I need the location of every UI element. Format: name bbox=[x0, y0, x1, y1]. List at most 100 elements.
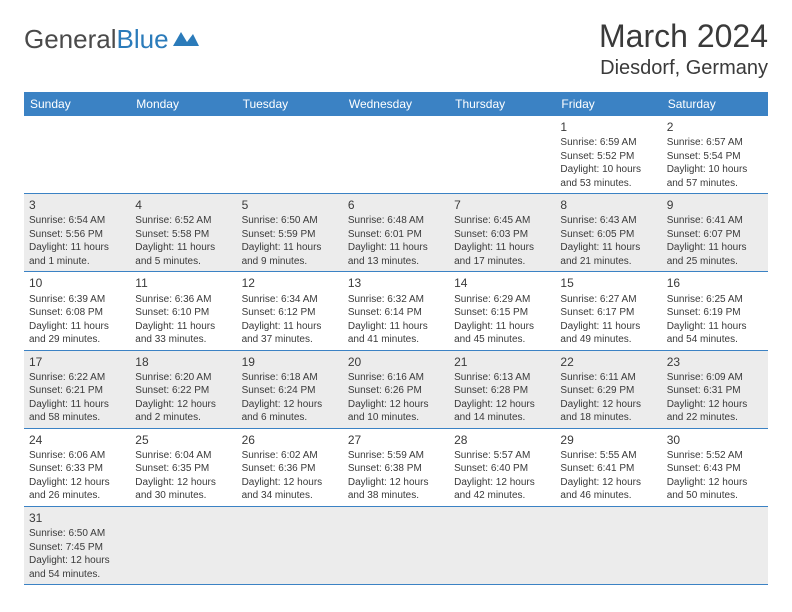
day-d1: Daylight: 12 hours bbox=[454, 476, 550, 490]
day-d2: and 5 minutes. bbox=[135, 255, 231, 269]
day-number: 25 bbox=[135, 432, 231, 448]
day-cell: 28Sunrise: 5:57 AMSunset: 6:40 PMDayligh… bbox=[449, 429, 555, 506]
day-number: 10 bbox=[29, 275, 125, 291]
day-sr: Sunrise: 6:36 AM bbox=[135, 293, 231, 307]
day-number: 9 bbox=[667, 197, 763, 213]
day-d2: and 21 minutes. bbox=[560, 255, 656, 269]
day-cell: 21Sunrise: 6:13 AMSunset: 6:28 PMDayligh… bbox=[449, 351, 555, 428]
day-sr: Sunrise: 6:50 AM bbox=[29, 527, 125, 541]
day-header-fri: Friday bbox=[555, 92, 661, 116]
day-cell: 25Sunrise: 6:04 AMSunset: 6:35 PMDayligh… bbox=[130, 429, 236, 506]
day-ss: Sunset: 6:31 PM bbox=[667, 384, 763, 398]
day-ss: Sunset: 5:58 PM bbox=[135, 228, 231, 242]
day-d2: and 54 minutes. bbox=[667, 333, 763, 347]
day-d2: and 53 minutes. bbox=[560, 177, 656, 191]
day-d1: Daylight: 12 hours bbox=[29, 476, 125, 490]
day-ss: Sunset: 6:19 PM bbox=[667, 306, 763, 320]
weeks-container: 1Sunrise: 6:59 AMSunset: 5:52 PMDaylight… bbox=[24, 116, 768, 585]
day-d1: Daylight: 12 hours bbox=[135, 398, 231, 412]
day-number: 7 bbox=[454, 197, 550, 213]
day-number: 20 bbox=[348, 354, 444, 370]
day-cell: 27Sunrise: 5:59 AMSunset: 6:38 PMDayligh… bbox=[343, 429, 449, 506]
day-ss: Sunset: 6:10 PM bbox=[135, 306, 231, 320]
day-d2: and 2 minutes. bbox=[135, 411, 231, 425]
day-sr: Sunrise: 6:59 AM bbox=[560, 136, 656, 150]
day-cell: 11Sunrise: 6:36 AMSunset: 6:10 PMDayligh… bbox=[130, 272, 236, 349]
day-d2: and 37 minutes. bbox=[242, 333, 338, 347]
day-ss: Sunset: 6:36 PM bbox=[242, 462, 338, 476]
day-cell bbox=[130, 507, 236, 584]
day-cell: 3Sunrise: 6:54 AMSunset: 5:56 PMDaylight… bbox=[24, 194, 130, 271]
day-d1: Daylight: 11 hours bbox=[348, 320, 444, 334]
day-number: 31 bbox=[29, 510, 125, 526]
day-cell: 16Sunrise: 6:25 AMSunset: 6:19 PMDayligh… bbox=[662, 272, 768, 349]
day-d2: and 18 minutes. bbox=[560, 411, 656, 425]
day-d1: Daylight: 11 hours bbox=[454, 241, 550, 255]
day-number: 13 bbox=[348, 275, 444, 291]
day-cell bbox=[555, 507, 661, 584]
day-cell: 9Sunrise: 6:41 AMSunset: 6:07 PMDaylight… bbox=[662, 194, 768, 271]
day-number: 8 bbox=[560, 197, 656, 213]
day-d1: Daylight: 12 hours bbox=[135, 476, 231, 490]
day-cell: 10Sunrise: 6:39 AMSunset: 6:08 PMDayligh… bbox=[24, 272, 130, 349]
day-ss: Sunset: 6:12 PM bbox=[242, 306, 338, 320]
day-cell: 17Sunrise: 6:22 AMSunset: 6:21 PMDayligh… bbox=[24, 351, 130, 428]
day-d1: Daylight: 11 hours bbox=[29, 320, 125, 334]
week-row: 3Sunrise: 6:54 AMSunset: 5:56 PMDaylight… bbox=[24, 194, 768, 272]
day-cell: 14Sunrise: 6:29 AMSunset: 6:15 PMDayligh… bbox=[449, 272, 555, 349]
day-number: 2 bbox=[667, 119, 763, 135]
day-sr: Sunrise: 6:02 AM bbox=[242, 449, 338, 463]
day-d1: Daylight: 12 hours bbox=[667, 476, 763, 490]
day-sr: Sunrise: 6:57 AM bbox=[667, 136, 763, 150]
day-ss: Sunset: 6:41 PM bbox=[560, 462, 656, 476]
day-sr: Sunrise: 6:06 AM bbox=[29, 449, 125, 463]
day-d2: and 58 minutes. bbox=[29, 411, 125, 425]
day-cell: 8Sunrise: 6:43 AMSunset: 6:05 PMDaylight… bbox=[555, 194, 661, 271]
day-d2: and 22 minutes. bbox=[667, 411, 763, 425]
day-ss: Sunset: 6:15 PM bbox=[454, 306, 550, 320]
logo: GeneralBlue bbox=[24, 24, 199, 55]
day-ss: Sunset: 7:45 PM bbox=[29, 541, 125, 555]
day-d1: Daylight: 11 hours bbox=[348, 241, 444, 255]
day-d1: Daylight: 10 hours bbox=[560, 163, 656, 177]
day-d1: Daylight: 11 hours bbox=[242, 320, 338, 334]
day-sr: Sunrise: 5:52 AM bbox=[667, 449, 763, 463]
day-cell: 22Sunrise: 6:11 AMSunset: 6:29 PMDayligh… bbox=[555, 351, 661, 428]
day-header-mon: Monday bbox=[130, 92, 236, 116]
day-d2: and 38 minutes. bbox=[348, 489, 444, 503]
day-ss: Sunset: 6:08 PM bbox=[29, 306, 125, 320]
day-number: 14 bbox=[454, 275, 550, 291]
day-cell: 24Sunrise: 6:06 AMSunset: 6:33 PMDayligh… bbox=[24, 429, 130, 506]
day-d2: and 34 minutes. bbox=[242, 489, 338, 503]
day-sr: Sunrise: 6:32 AM bbox=[348, 293, 444, 307]
day-d1: Daylight: 12 hours bbox=[242, 476, 338, 490]
day-sr: Sunrise: 6:09 AM bbox=[667, 371, 763, 385]
day-cell bbox=[449, 507, 555, 584]
day-number: 24 bbox=[29, 432, 125, 448]
day-number: 26 bbox=[242, 432, 338, 448]
day-cell: 20Sunrise: 6:16 AMSunset: 6:26 PMDayligh… bbox=[343, 351, 449, 428]
day-sr: Sunrise: 6:27 AM bbox=[560, 293, 656, 307]
day-sr: Sunrise: 6:52 AM bbox=[135, 214, 231, 228]
day-sr: Sunrise: 5:59 AM bbox=[348, 449, 444, 463]
day-d1: Daylight: 12 hours bbox=[667, 398, 763, 412]
day-ss: Sunset: 6:38 PM bbox=[348, 462, 444, 476]
day-d1: Daylight: 12 hours bbox=[348, 398, 444, 412]
day-cell bbox=[662, 507, 768, 584]
day-sr: Sunrise: 6:29 AM bbox=[454, 293, 550, 307]
week-row: 24Sunrise: 6:06 AMSunset: 6:33 PMDayligh… bbox=[24, 429, 768, 507]
day-d2: and 17 minutes. bbox=[454, 255, 550, 269]
day-d2: and 33 minutes. bbox=[135, 333, 231, 347]
day-number: 3 bbox=[29, 197, 125, 213]
calendar-container: GeneralBlue March 2024 Diesdorf, Germany… bbox=[0, 0, 792, 603]
day-number: 19 bbox=[242, 354, 338, 370]
header: GeneralBlue March 2024 Diesdorf, Germany bbox=[24, 18, 768, 80]
day-sr: Sunrise: 6:18 AM bbox=[242, 371, 338, 385]
day-header-wed: Wednesday bbox=[343, 92, 449, 116]
day-ss: Sunset: 6:33 PM bbox=[29, 462, 125, 476]
location: Diesdorf, Germany bbox=[599, 57, 768, 80]
day-cell bbox=[343, 116, 449, 193]
day-cell bbox=[343, 507, 449, 584]
day-cell: 15Sunrise: 6:27 AMSunset: 6:17 PMDayligh… bbox=[555, 272, 661, 349]
day-number: 29 bbox=[560, 432, 656, 448]
